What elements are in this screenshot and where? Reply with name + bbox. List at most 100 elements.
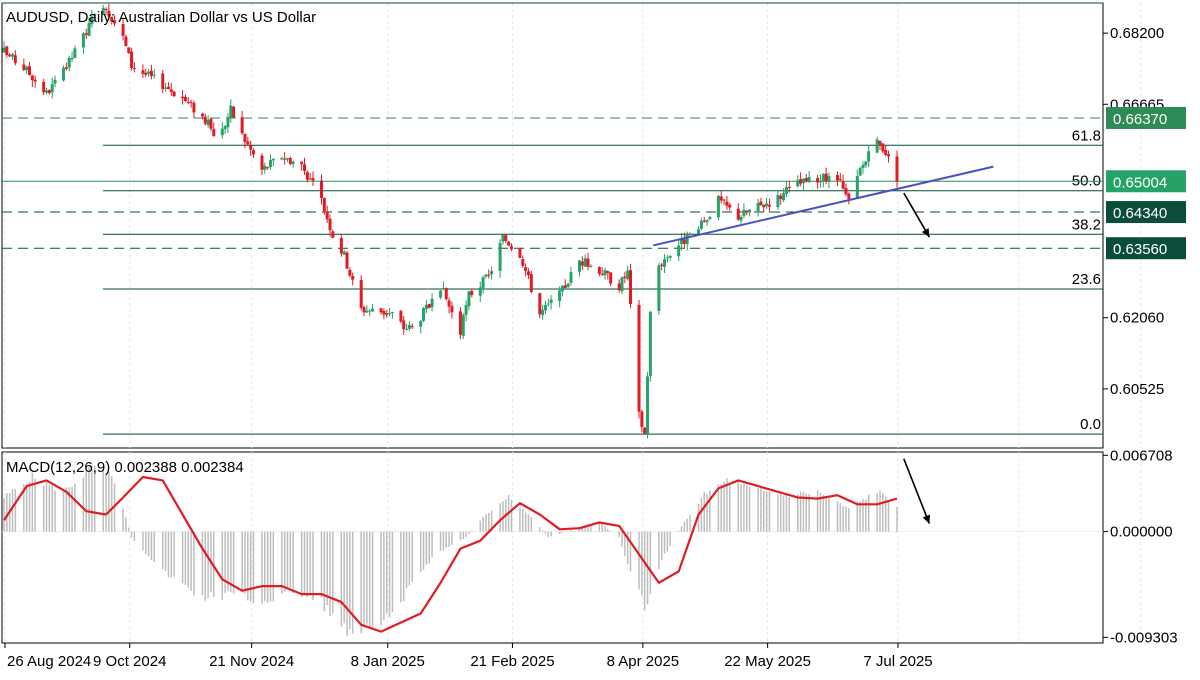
candle-body xyxy=(895,156,899,182)
price-pane[interactable]: 0.682000.666650.620600.60525100.061.850.… xyxy=(1,0,1186,449)
chart-title: AUDUSD, Daily: Australian Dollar vs US D… xyxy=(6,9,316,26)
current-price-badge xyxy=(1106,170,1186,193)
candle-body xyxy=(864,161,868,166)
candle-body xyxy=(325,211,329,220)
candle-body xyxy=(152,74,156,76)
price-axis-label: 0.60525 xyxy=(1110,381,1164,398)
candle-body xyxy=(93,14,97,16)
candle-body xyxy=(663,259,667,267)
candle-body xyxy=(161,73,165,89)
candle-body xyxy=(101,8,105,15)
candle-body xyxy=(405,328,409,330)
candle-body xyxy=(776,194,780,208)
candle-body xyxy=(2,47,6,53)
candle-body xyxy=(107,10,111,17)
candle-body xyxy=(305,172,309,180)
price-level-badge-label: 0.63560 xyxy=(1113,241,1167,258)
candle-body xyxy=(835,175,839,181)
candle-body xyxy=(402,320,406,330)
candle-body xyxy=(765,203,769,207)
ascending-trendline[interactable] xyxy=(652,165,994,247)
price-level-badge-label: 0.64340 xyxy=(1113,205,1167,222)
candle-body xyxy=(623,276,627,278)
candle-body xyxy=(444,287,448,300)
candle-body xyxy=(419,321,423,327)
candle-body xyxy=(439,290,443,298)
macd-pane-frame xyxy=(1,451,1104,644)
candle-body xyxy=(470,290,474,295)
candle-body xyxy=(464,305,468,315)
candle-body xyxy=(787,186,791,188)
candle-body xyxy=(240,117,244,134)
candle-body xyxy=(801,178,805,184)
candle-body xyxy=(847,193,851,199)
candle-body xyxy=(756,202,760,212)
candle-body xyxy=(232,106,236,118)
candle-body xyxy=(705,220,709,223)
candle-body xyxy=(484,274,488,277)
candle-body xyxy=(430,298,434,308)
candle-body xyxy=(458,311,462,335)
candle-body xyxy=(351,275,355,280)
price-forecast-arrow xyxy=(903,192,931,238)
candle-body xyxy=(229,105,233,118)
candle-body xyxy=(320,180,324,198)
candle-body xyxy=(13,55,17,64)
candle-body xyxy=(807,176,811,183)
candle-body xyxy=(424,304,428,310)
candle-body xyxy=(260,155,264,170)
candle-body xyxy=(359,280,363,308)
candle-body xyxy=(501,234,505,242)
candle-body xyxy=(867,151,871,162)
candle-body xyxy=(617,283,621,291)
candle-body xyxy=(603,270,607,276)
candle-body xyxy=(450,306,454,313)
candle-body xyxy=(246,141,250,145)
price-forecast-arrow-shaft xyxy=(903,192,931,238)
candle-body xyxy=(206,119,210,126)
candle-body xyxy=(668,255,672,258)
candle-body xyxy=(371,308,375,312)
candle-body xyxy=(680,238,684,245)
time-axis: 26 Aug 2024 9 Oct 2024 21 Nov 2024 8 Jan 20… xyxy=(4,643,933,670)
candle-body xyxy=(192,102,196,113)
candle-body xyxy=(399,310,403,322)
candle-body xyxy=(266,167,270,169)
candle-body xyxy=(855,176,859,198)
candle-body xyxy=(64,67,68,69)
candle-body xyxy=(606,271,610,274)
candle-body xyxy=(524,267,528,271)
fibonacci-level-label: 38.2 xyxy=(1072,216,1101,233)
candle-body xyxy=(824,173,828,182)
candle-body xyxy=(283,158,287,160)
candle-body xyxy=(577,260,581,272)
candle-body xyxy=(725,201,729,206)
candle-body xyxy=(767,204,771,207)
candle-body xyxy=(181,96,185,99)
candle-body xyxy=(226,117,230,128)
macd-signal-line xyxy=(3,475,898,633)
candle-body xyxy=(164,87,168,89)
candle-body xyxy=(804,177,808,182)
candle-body xyxy=(838,179,842,181)
candle-body xyxy=(342,251,346,255)
candle-body xyxy=(132,68,136,70)
candle-body xyxy=(507,241,511,246)
candle-body xyxy=(589,265,593,267)
macd-axis-label: 0.006708 xyxy=(1110,447,1173,464)
macd-pane[interactable]: 0.006708 0.000000 -0.009303 xyxy=(1,447,1178,646)
candle-body xyxy=(53,79,57,84)
candle-body xyxy=(827,176,831,182)
fibonacci-level-label: 61.8 xyxy=(1072,127,1101,144)
candle-body xyxy=(682,239,686,244)
candle-body xyxy=(285,157,289,160)
candle-body xyxy=(660,264,664,266)
candle-body xyxy=(410,326,414,328)
candle-body xyxy=(762,204,766,208)
candle-body xyxy=(243,133,247,143)
candle-body xyxy=(878,140,882,145)
candle-body xyxy=(784,186,788,194)
candle-body xyxy=(288,158,292,164)
candle-body xyxy=(345,252,349,269)
candle-body xyxy=(657,265,661,311)
